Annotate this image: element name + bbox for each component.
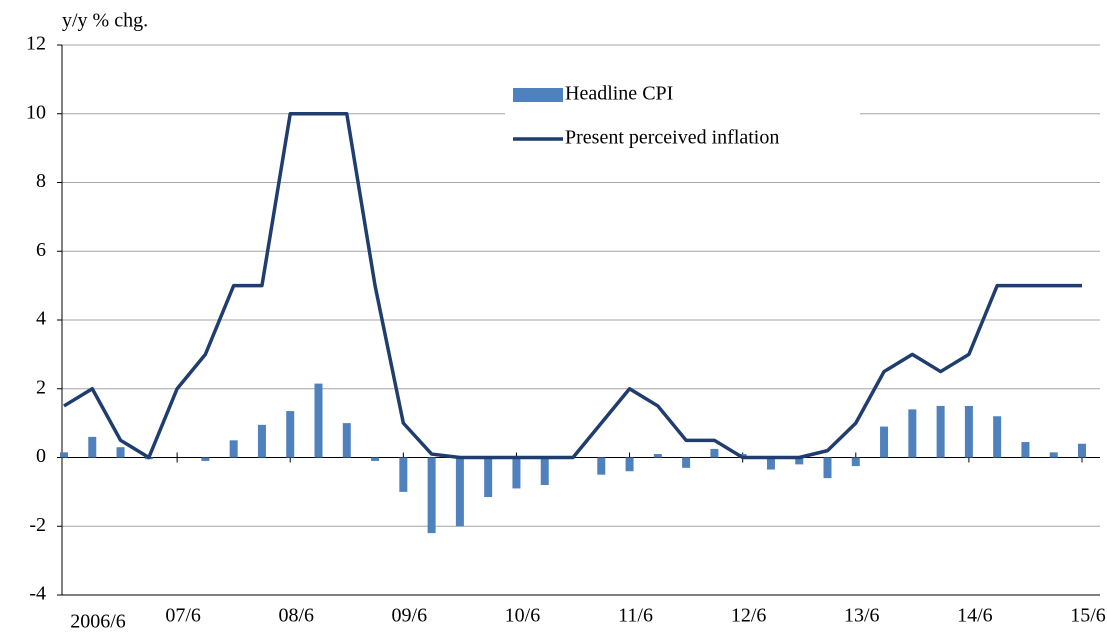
y-axis-label: y/y % chg. <box>62 10 148 32</box>
bar <box>766 457 775 470</box>
y-tick-label: 2 <box>36 376 46 398</box>
bar <box>484 457 493 498</box>
bar <box>710 448 719 458</box>
bar <box>625 457 634 472</box>
x-tick-label: 2006/6 <box>70 611 126 633</box>
bar <box>371 457 380 461</box>
bar <box>257 424 266 458</box>
bar <box>116 447 125 458</box>
legend-swatch <box>513 88 563 102</box>
y-tick-label: 0 <box>36 445 46 467</box>
bar <box>455 457 464 527</box>
bar <box>964 405 973 458</box>
legend-label: Headline CPI <box>565 83 673 105</box>
bar <box>201 457 210 461</box>
bar <box>795 457 804 465</box>
bar <box>540 457 549 485</box>
y-tick-label: -4 <box>29 583 46 605</box>
y-tick-label: -2 <box>29 514 46 536</box>
legend-label: Present perceived inflation <box>565 127 779 149</box>
bar <box>286 411 295 458</box>
bar <box>597 457 606 475</box>
bar <box>1021 442 1030 458</box>
bar <box>880 426 889 458</box>
x-tick-label: 09/6 <box>392 605 428 627</box>
legend-box <box>505 73 860 155</box>
x-tick-label: 10/6 <box>505 605 541 627</box>
bar <box>229 440 238 458</box>
y-tick-label: 10 <box>26 101 46 123</box>
bar <box>399 457 408 492</box>
bar <box>1078 443 1086 458</box>
y-tick-label: 4 <box>36 308 46 330</box>
y-tick-label: 8 <box>36 170 46 192</box>
bar <box>512 457 521 489</box>
line <box>63 112 1082 460</box>
bar <box>88 436 97 458</box>
bar <box>427 457 436 534</box>
bar <box>314 383 323 458</box>
x-tick-label: 14/6 <box>957 605 993 627</box>
x-tick-label: 15/6 <box>1070 605 1106 627</box>
x-tick-label: 07/6 <box>165 605 201 627</box>
y-tick-label: 6 <box>36 239 46 261</box>
bar <box>682 457 691 468</box>
bar <box>60 452 68 458</box>
x-tick-label: 11/6 <box>618 605 653 627</box>
bar <box>342 423 351 458</box>
x-tick-label: 12/6 <box>731 605 767 627</box>
bar <box>851 457 860 467</box>
bar <box>908 409 917 458</box>
x-tick-label: 13/6 <box>844 605 880 627</box>
bar <box>653 454 662 458</box>
bar <box>936 405 945 458</box>
bar <box>823 457 832 479</box>
bar <box>993 416 1002 458</box>
y-tick-label: 12 <box>26 33 46 55</box>
x-tick-label: 08/6 <box>278 605 314 627</box>
bar <box>1049 452 1058 458</box>
